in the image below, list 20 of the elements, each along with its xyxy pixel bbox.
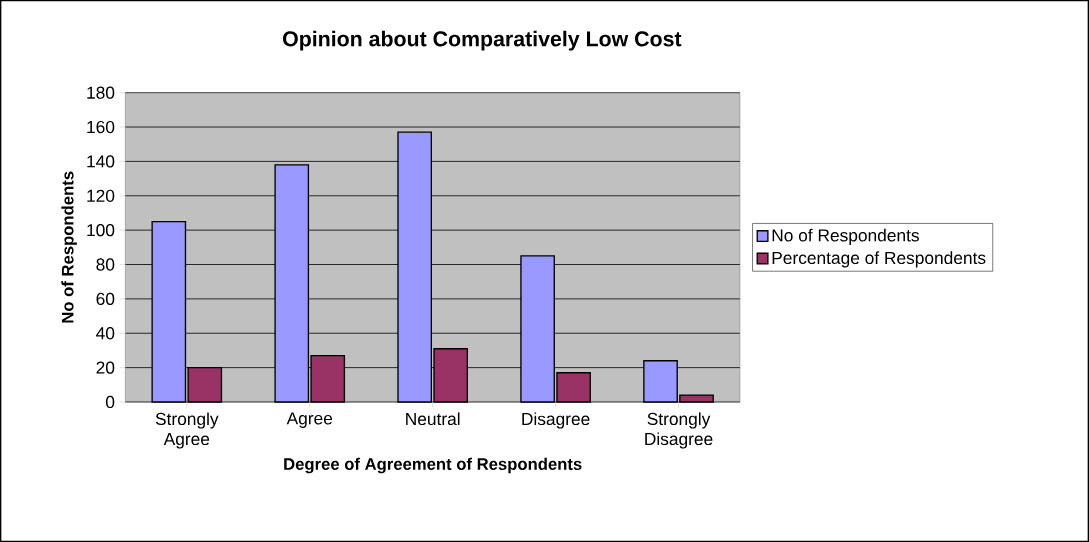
y-tick-label: 160 xyxy=(87,120,115,134)
chart-title: Opinion about Comparatively Low Cost xyxy=(283,30,682,51)
x-tick-label: Strongly Disagree xyxy=(645,412,713,449)
legend-label: Percentage of Respondents xyxy=(772,251,986,268)
x-tick-label: Agree xyxy=(286,412,333,428)
legend-label: No of Respondents xyxy=(772,228,919,245)
x-tick-label: Neutral xyxy=(406,412,460,426)
x-axis-title: Degree of Agreement of Respondents xyxy=(284,457,582,474)
y-tick-label: 140 xyxy=(87,155,115,168)
y-tick-label: 100 xyxy=(87,224,115,237)
x-tick-label: Disagree xyxy=(522,412,590,429)
y-tick-label: 180 xyxy=(87,86,115,99)
y-tick-label: 120 xyxy=(87,189,115,202)
x-tick-label: Strongly Agree xyxy=(155,412,219,449)
y-tick-label: 20 xyxy=(96,361,115,374)
y-tick-label: 60 xyxy=(96,292,115,306)
y-tick-label: 40 xyxy=(96,327,115,340)
y-tick-label: 0 xyxy=(105,395,115,409)
y-tick-label: 80 xyxy=(96,258,115,271)
y-axis-title: No of Respondents xyxy=(61,171,77,323)
